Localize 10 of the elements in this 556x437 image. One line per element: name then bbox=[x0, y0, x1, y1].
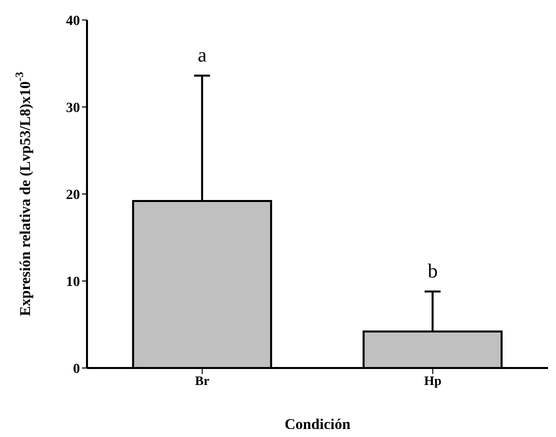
annotation: a bbox=[198, 44, 207, 67]
y-tick-label: 0 bbox=[73, 362, 80, 377]
y-tick-label: 40 bbox=[66, 14, 80, 29]
y-tick-label: 30 bbox=[66, 100, 80, 116]
x-tick-label: Hp bbox=[424, 373, 442, 388]
annotation: b bbox=[428, 260, 438, 282]
y-tick-label: 20 bbox=[66, 188, 80, 203]
y-tick-label: 10 bbox=[66, 274, 80, 290]
x-axis-title: Condición bbox=[284, 417, 352, 433]
x-tick-label: Br bbox=[195, 373, 210, 388]
